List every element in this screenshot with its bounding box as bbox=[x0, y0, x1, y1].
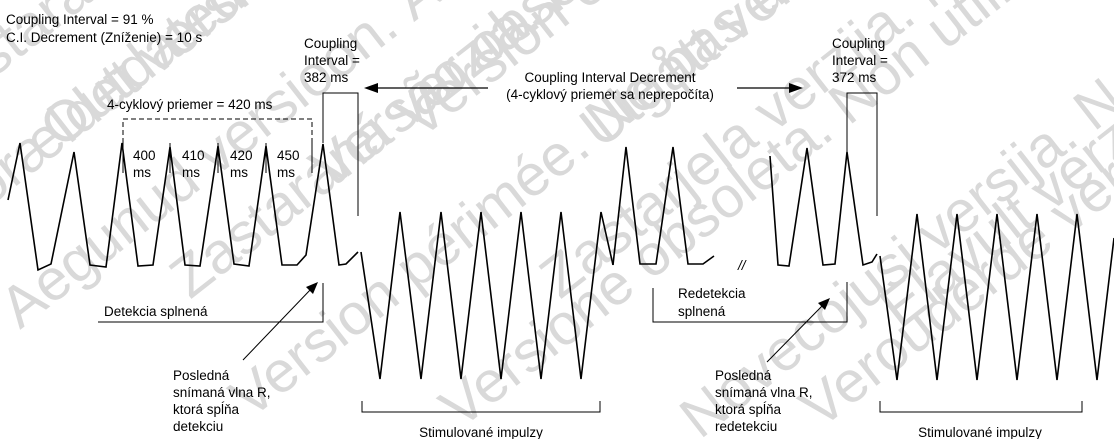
ecg-paced-rhythm-1 bbox=[360, 211, 614, 380]
interval-unit: ms bbox=[182, 165, 200, 180]
detection-met-bracket bbox=[98, 283, 324, 323]
ci-decrement-note: (4-cyklový priemer sa neprepočíta) bbox=[506, 87, 714, 102]
redetection-met-label: Redetekcia bbox=[678, 286, 746, 301]
paced-pulses-bracket-right bbox=[879, 401, 1083, 413]
break-mark: // bbox=[737, 258, 747, 273]
ecg-paced-rhythm-2 bbox=[879, 213, 1114, 381]
interval-unit: ms bbox=[277, 165, 295, 180]
interval-value: 410 bbox=[182, 148, 205, 163]
last-r-wave-label: detekciu bbox=[173, 419, 223, 434]
last-r-wave-label: redetekciu bbox=[715, 419, 777, 434]
average-dashed-bracket bbox=[122, 118, 313, 143]
interval-value: 400 bbox=[133, 148, 156, 163]
ecg-sensed-rhythm bbox=[7, 142, 359, 272]
coupling-interval-left-bracket bbox=[322, 92, 359, 216]
ci-decrement-setting: C.I. Decrement (Zníženie) = 10 s bbox=[6, 30, 202, 45]
interval-value: 450 bbox=[277, 148, 300, 163]
coupling-interval-right-value: 372 ms bbox=[832, 70, 877, 85]
coupling-interval-right-bracket bbox=[846, 92, 878, 216]
coupling-interval-right-label: Interval = bbox=[832, 53, 888, 68]
coupling-interval-left-label: Interval = bbox=[304, 53, 360, 68]
last-r-wave-label: ktorá spĺňa bbox=[173, 402, 240, 417]
ci-decrement-label: Coupling Interval Decrement bbox=[524, 70, 695, 85]
last-r-wave-label: snímaná vlna R, bbox=[173, 385, 271, 400]
coupling-interval-right-label: Coupling bbox=[832, 36, 885, 51]
break-symbol: // bbox=[737, 258, 747, 273]
four-cycle-average-label: 4-cyklový priemer = 420 ms bbox=[107, 97, 273, 112]
ecg-sensed-rhythm-3 bbox=[769, 147, 878, 267]
redetection-met-bracket bbox=[652, 282, 848, 323]
last-r-wave-arrow-2 bbox=[766, 298, 830, 363]
last-r-wave-label: snímaná vlna R, bbox=[715, 385, 813, 400]
interval-unit: ms bbox=[230, 165, 248, 180]
decrement-arrow-left bbox=[364, 83, 488, 93]
decrement-arrow-right bbox=[737, 83, 803, 93]
paced-pulses-label: Stimulované impulzy bbox=[419, 425, 543, 439]
last-r-wave-label: Posledná bbox=[715, 368, 772, 383]
paced-pulses-bracket-left bbox=[361, 401, 601, 413]
interval-unit: ms bbox=[133, 165, 151, 180]
interval-value: 420 bbox=[230, 148, 253, 163]
detection-met-label: Detekcia splnená bbox=[104, 304, 208, 319]
coupling-interval-setting: Coupling Interval = 91 % bbox=[6, 12, 153, 27]
paced-pulses-label: Stimulované impulzy bbox=[918, 425, 1042, 439]
redetection-met-label: splnená bbox=[678, 304, 726, 319]
last-r-wave-label: Posledná bbox=[173, 368, 230, 383]
ecg-sensed-rhythm-2 bbox=[612, 146, 715, 266]
coupling-interval-left-value: 382 ms bbox=[304, 70, 349, 85]
last-r-wave-label: ktorá spĺňa bbox=[715, 402, 782, 417]
coupling-interval-left-label: Coupling bbox=[304, 36, 357, 51]
interval-markers bbox=[122, 143, 313, 173]
last-r-wave-arrow-1 bbox=[242, 282, 318, 361]
